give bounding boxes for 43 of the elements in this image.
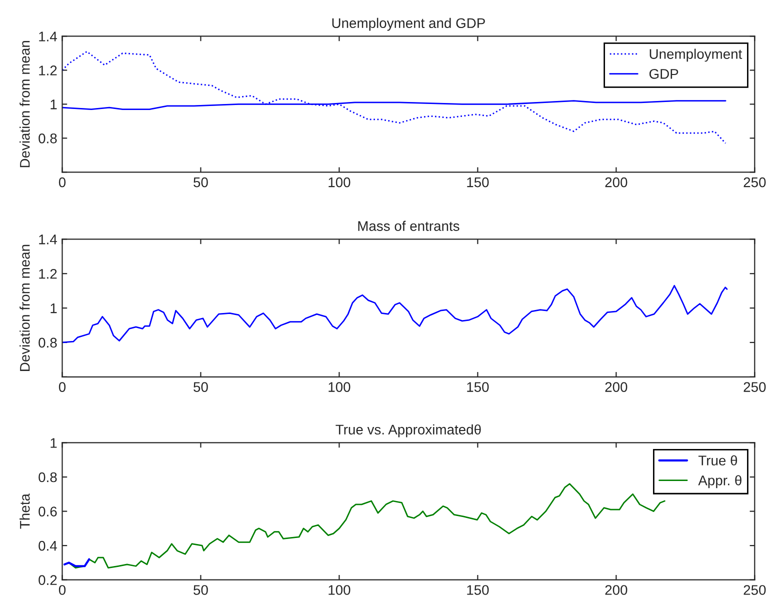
x-tick-label: 150 xyxy=(467,585,489,595)
line-series xyxy=(63,558,90,568)
x-tick-label: 200 xyxy=(605,177,628,188)
legend-label: Appr. θ xyxy=(698,475,742,488)
y-tick-label: 0.8 xyxy=(38,472,57,482)
x-tick-label: 0 xyxy=(58,382,66,392)
y-axis-title: Theta xyxy=(20,494,30,529)
y-tick-label: 0.6 xyxy=(38,506,57,516)
y-tick-label: 0.8 xyxy=(38,338,57,348)
x-tick-label: 50 xyxy=(194,585,208,595)
y-tick-label: 1.2 xyxy=(39,66,57,76)
x-tick-label: 100 xyxy=(328,382,350,392)
y-axis-title: Deviation from mean xyxy=(20,41,30,168)
x-tick-label: 150 xyxy=(467,177,489,188)
line-series xyxy=(62,284,728,344)
x-tick-label: 100 xyxy=(328,177,350,188)
x-tick-label: 250 xyxy=(744,382,766,392)
x-tick-label: 200 xyxy=(605,585,628,595)
x-tick-label: 50 xyxy=(194,177,208,188)
y-tick-label: 1 xyxy=(50,438,57,448)
y-tick-label: 1 xyxy=(50,304,57,314)
y-tick-label: 0.8 xyxy=(38,134,57,144)
legend-label: True θ xyxy=(698,455,738,466)
y-tick-label: 0.2 xyxy=(38,575,57,586)
x-tick-label: 0 xyxy=(58,585,66,595)
x-tick-label: 250 xyxy=(744,585,766,595)
x-tick-label: 50 xyxy=(194,382,208,392)
x-tick-label: 100 xyxy=(328,585,350,595)
chart-title: Unemployment and GDP xyxy=(332,18,485,31)
x-tick-label: 0 xyxy=(58,177,66,188)
y-tick-label: 1.4 xyxy=(39,32,57,42)
legend-label: Unemployment xyxy=(650,48,742,62)
x-tick-label: 150 xyxy=(467,382,489,392)
chart-title: Mass of entrants xyxy=(358,220,460,231)
y-axis-title: Deviation from mean xyxy=(20,244,30,371)
y-tick-label: 1.2 xyxy=(39,268,57,279)
legend-label: GDP xyxy=(649,69,678,79)
y-tick-label: 1.4 xyxy=(39,234,57,244)
chart-title: True vs. Approximatedθ xyxy=(336,424,481,438)
y-tick-label: 1 xyxy=(50,100,57,110)
x-tick-label: 200 xyxy=(605,382,628,392)
y-tick-label: 0.4 xyxy=(38,540,57,551)
x-tick-label: 250 xyxy=(744,177,766,188)
